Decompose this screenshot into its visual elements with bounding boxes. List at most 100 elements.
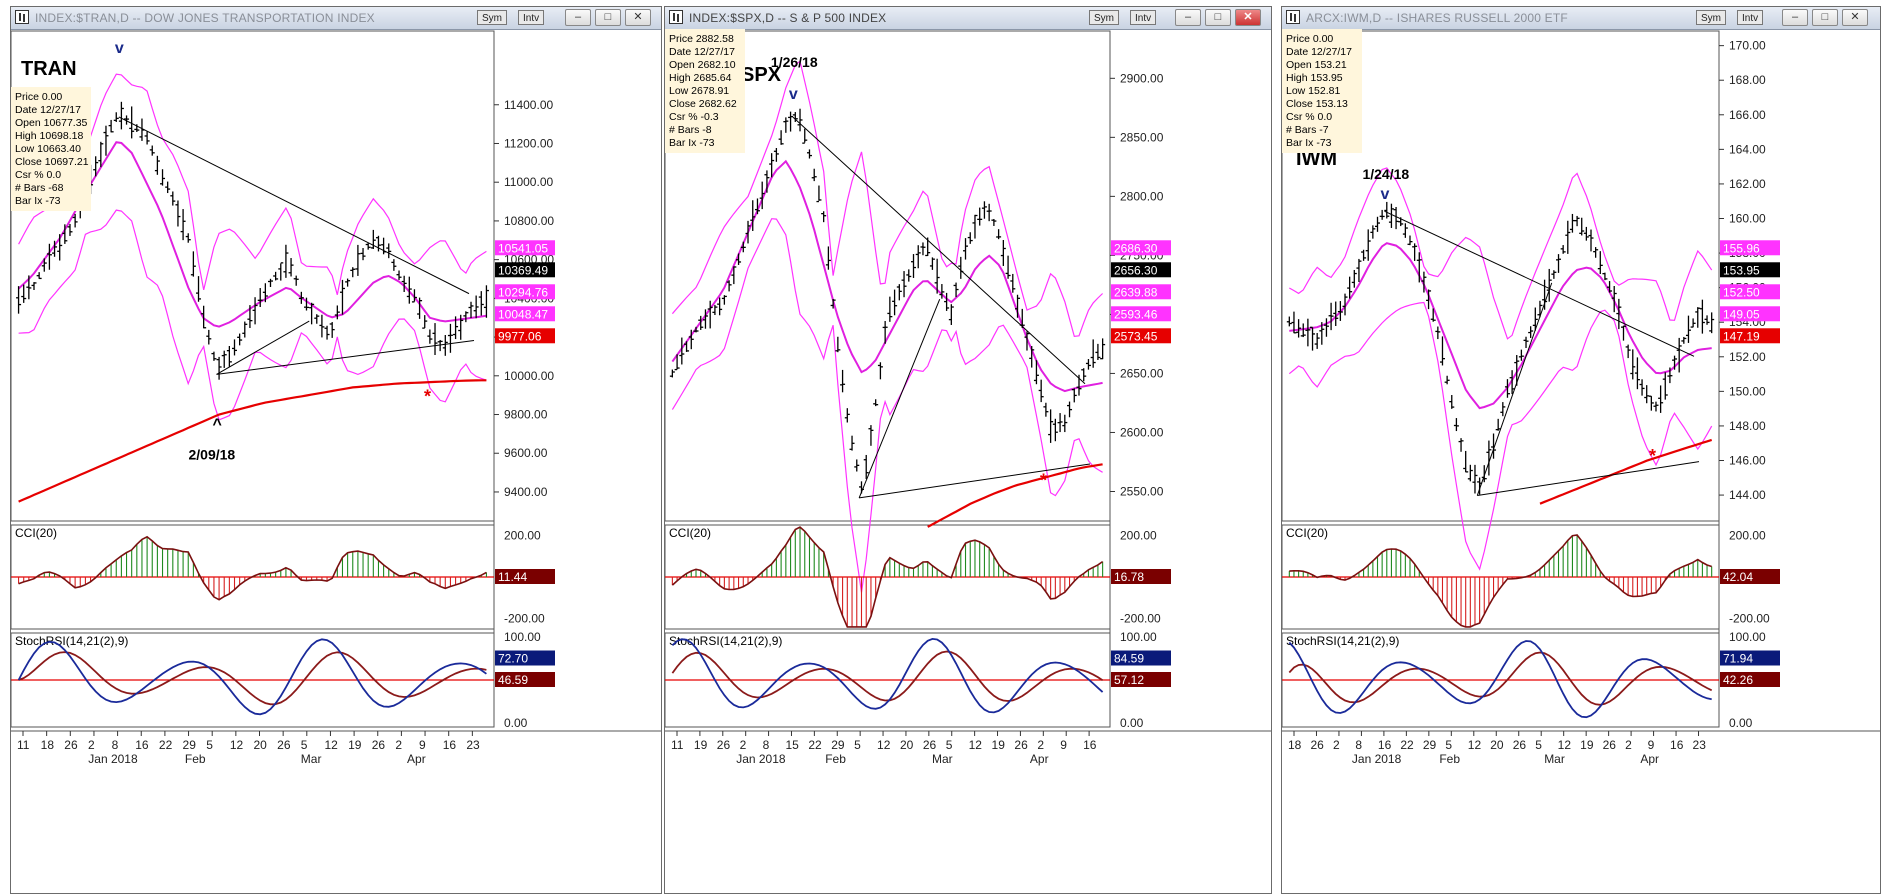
info-line: Open 10677.35 xyxy=(15,117,88,129)
x-tick-label: 12 xyxy=(1558,738,1572,752)
price-bar xyxy=(206,329,212,345)
x-tick-label: 19 xyxy=(348,738,362,752)
resistance-trendline xyxy=(1384,210,1695,357)
maximize-icon[interactable]: □ xyxy=(1205,9,1231,26)
price-bar xyxy=(1551,270,1557,279)
price-bar xyxy=(437,339,443,352)
close-icon[interactable]: ✕ xyxy=(1235,9,1261,26)
price-bar xyxy=(1052,418,1058,442)
price-bar xyxy=(1607,281,1613,293)
price-bar xyxy=(911,254,917,278)
price-bar xyxy=(483,285,489,318)
price-bar xyxy=(1444,375,1450,385)
info-line: Bar Ix -73 xyxy=(669,137,715,149)
x-tick-label: 16 xyxy=(1083,738,1097,752)
price-bar xyxy=(948,304,954,325)
month-label: Mar xyxy=(1544,752,1565,766)
info-line: # Bars -8 xyxy=(669,124,712,136)
info-line: Close 10697.21 xyxy=(15,156,89,168)
minimize-icon[interactable]: – xyxy=(1175,9,1201,26)
price-bar xyxy=(57,234,63,261)
stoch-badge-bg xyxy=(1111,672,1171,687)
x-tick-label: 19 xyxy=(694,738,708,752)
x-tick-label: 12 xyxy=(969,738,983,752)
window-titlebar[interactable]: INDEX:$TRAN,D -- DOW JONES TRANSPORTATIO… xyxy=(11,7,661,30)
top-mark: v xyxy=(115,40,124,57)
x-tick-label: 5 xyxy=(301,738,308,752)
maximize-icon[interactable]: □ xyxy=(1812,9,1838,26)
price-chart-svg[interactable]: 170.00168.00166.00164.00162.00160.00158.… xyxy=(1282,29,1880,893)
support-trendline xyxy=(1477,461,1700,497)
intv-button[interactable]: Intv xyxy=(1130,10,1157,25)
price-chart-svg[interactable]: 2900.002850.002800.002750.002700.002650.… xyxy=(665,29,1271,893)
price-bar xyxy=(170,191,176,206)
price-bar xyxy=(1388,203,1394,228)
price-bar xyxy=(1029,346,1035,368)
x-tick-label: 11 xyxy=(671,738,684,752)
price-bar xyxy=(1071,388,1077,403)
window-titlebar[interactable]: ARCX:IWM,D -- ISHARES RUSSELL 2000 ETF S… xyxy=(1282,7,1880,30)
price-bar xyxy=(1690,318,1696,328)
price-bar xyxy=(1486,440,1492,476)
price-bar xyxy=(1305,318,1311,347)
price-bar xyxy=(129,106,135,139)
info-line: Close 153.13 xyxy=(1286,98,1348,110)
minimize-icon[interactable]: – xyxy=(1782,9,1808,26)
price-bar xyxy=(1676,337,1682,373)
info-line: # Bars -7 xyxy=(1286,124,1329,136)
price-tick-label: 10000.00 xyxy=(504,369,554,383)
price-bar xyxy=(257,288,263,307)
info-line: Close 2682.62 xyxy=(669,98,737,110)
price-bar xyxy=(1667,367,1673,384)
price-chart-svg[interactable]: 11400.0011200.0011000.0010800.0010600.00… xyxy=(11,29,661,893)
rising-trendline xyxy=(858,298,941,499)
stoch-badge-bg xyxy=(1720,672,1780,687)
x-tick-label: 26 xyxy=(1014,738,1028,752)
price-badge: 9977.06 xyxy=(498,329,542,343)
x-tick-label: 19 xyxy=(992,738,1006,752)
cci-tick-label: 200.00 xyxy=(1729,528,1766,542)
price-badge-bg xyxy=(495,328,555,344)
x-tick-label: 26 xyxy=(64,738,78,752)
price-tick-label: 11000.00 xyxy=(504,175,553,189)
window-title: ARCX:IWM,D -- ISHARES RUSSELL 2000 ETF xyxy=(1306,11,1568,25)
price-bar xyxy=(1024,331,1030,351)
close-icon[interactable]: ✕ xyxy=(625,9,651,26)
price-bar xyxy=(953,282,959,298)
x-tick-label: 20 xyxy=(1490,738,1504,752)
price-bar xyxy=(1430,308,1436,322)
price-bar xyxy=(1560,245,1566,254)
price-bar xyxy=(1043,402,1049,417)
sym-button[interactable]: Sym xyxy=(1089,10,1119,25)
close-icon[interactable]: ✕ xyxy=(1842,9,1868,26)
moving-average-line xyxy=(671,159,1103,393)
month-label: Jan 2018 xyxy=(88,752,138,766)
ma-200-line xyxy=(927,463,1103,528)
price-panel xyxy=(11,30,495,522)
info-line: Csr % 0.0 xyxy=(1286,111,1332,123)
top-date-label: 1/26/18 xyxy=(771,54,818,70)
bottom-mark: ^ xyxy=(213,417,222,434)
price-bar xyxy=(745,220,751,244)
price-bar xyxy=(830,298,836,309)
price-bar xyxy=(1090,339,1096,368)
chart-window-tran: INDEX:$TRAN,D -- DOW JONES TRANSPORTATIO… xyxy=(10,6,662,894)
price-bar xyxy=(1347,276,1353,299)
price-tick-label: 168.00 xyxy=(1729,73,1766,87)
price-bar xyxy=(232,339,238,356)
price-bar xyxy=(1672,355,1678,370)
price-bar xyxy=(1319,322,1325,345)
x-tick-label: 26 xyxy=(1603,738,1617,752)
intv-button[interactable]: Intv xyxy=(1737,10,1764,25)
intv-button[interactable]: Intv xyxy=(518,10,545,25)
maximize-icon[interactable]: □ xyxy=(595,9,621,26)
window-titlebar[interactable]: INDEX:$SPX,D -- S & P 500 INDEX Sym Intv… xyxy=(665,7,1271,30)
top-mark: v xyxy=(789,86,798,103)
sym-button[interactable]: Sym xyxy=(477,10,507,25)
minimize-icon[interactable]: – xyxy=(565,9,591,26)
sym-button[interactable]: Sym xyxy=(1696,10,1726,25)
stoch-fast-line xyxy=(17,638,487,716)
price-bar xyxy=(26,275,32,300)
info-box xyxy=(1282,29,1362,153)
ma-200-line xyxy=(18,379,487,503)
